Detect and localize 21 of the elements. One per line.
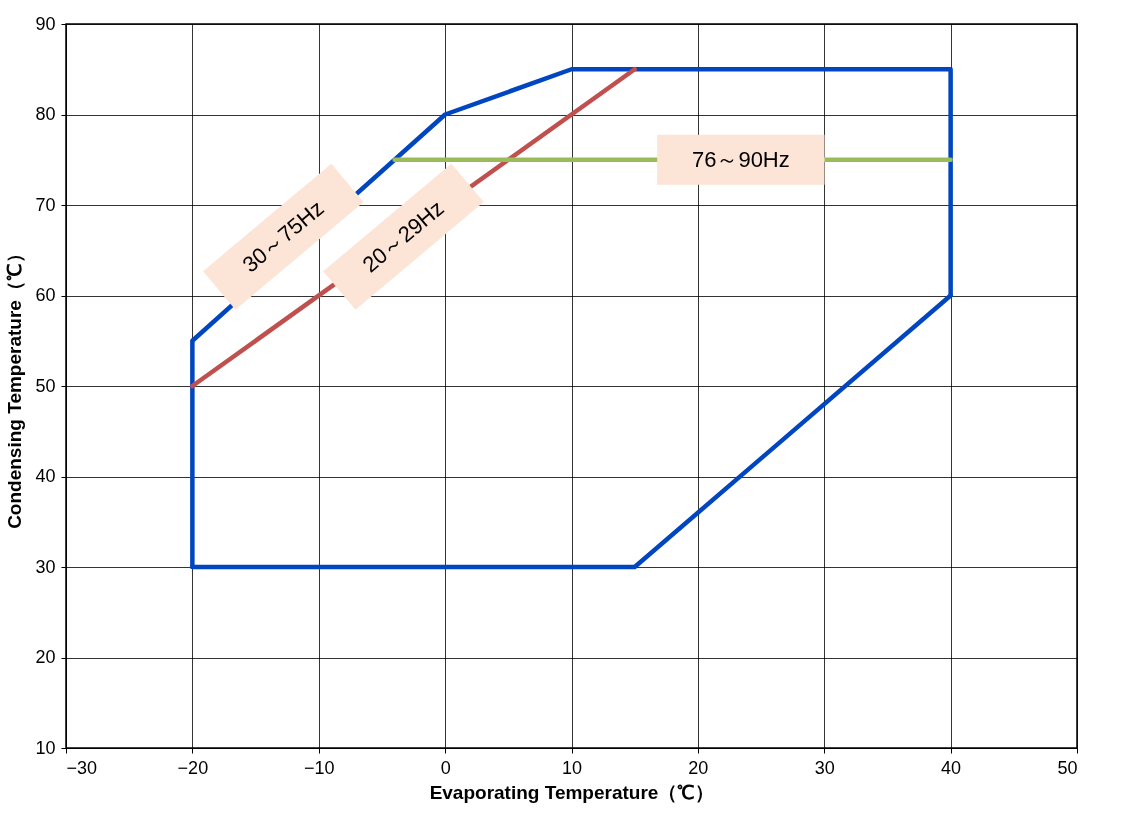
y-tick-label: 30 <box>35 556 56 577</box>
x-tick-label: 10 <box>561 757 583 778</box>
y-tick-label: 80 <box>35 104 56 124</box>
y-tick-label: 60 <box>35 285 56 305</box>
y-tick-label: 90 <box>35 13 56 34</box>
y-tick-label: 10 <box>35 737 56 758</box>
y-axis-title: Condensing Temperature（℃） <box>4 244 26 529</box>
x-tick-label: 0 <box>440 757 451 778</box>
x-tick-label: −10 <box>303 757 335 778</box>
x-tick-label: −20 <box>177 757 209 778</box>
x-tick-label: −30 <box>66 757 98 778</box>
x-tick-label: 30 <box>814 757 835 778</box>
annotation: 76～90Hz <box>691 146 790 172</box>
y-tick-label: 40 <box>35 466 56 486</box>
x-tick-label: 50 <box>1057 757 1078 778</box>
y-tick-label: 20 <box>35 647 56 667</box>
x-tick-label: 20 <box>688 757 709 778</box>
x-tick-label: 40 <box>941 757 962 778</box>
y-tick-label: 50 <box>35 375 56 396</box>
x-axis-title: Evaporating Temperature（℃） <box>429 781 715 803</box>
y-tick-label: 70 <box>35 194 56 215</box>
